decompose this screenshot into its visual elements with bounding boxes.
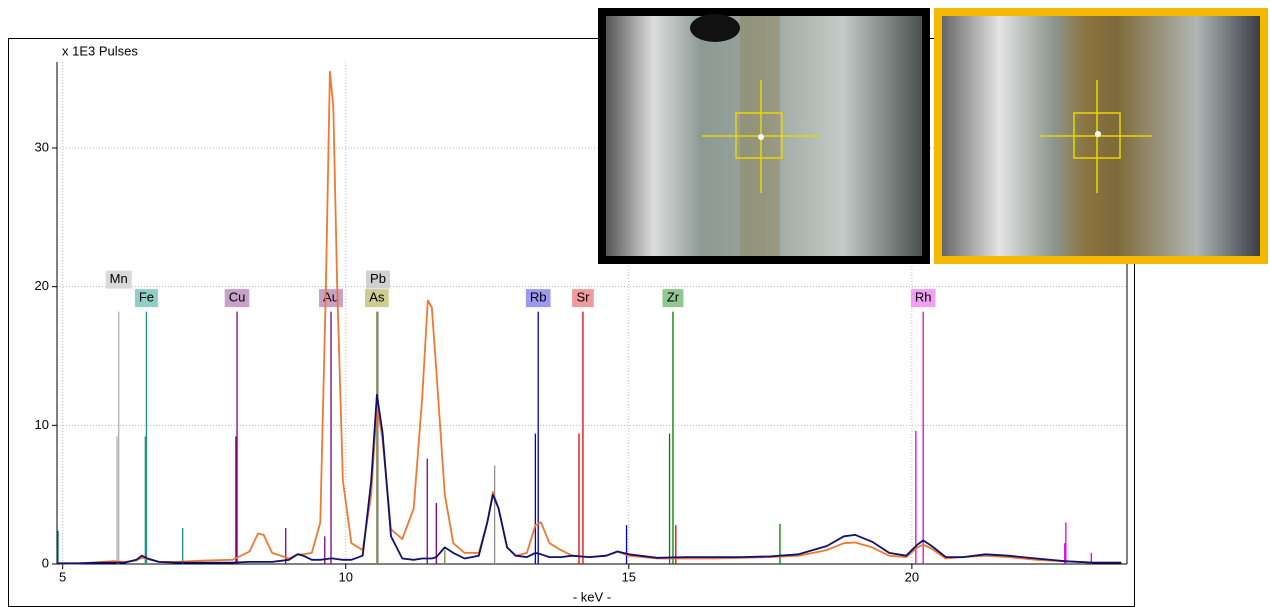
element-label: Sr bbox=[576, 290, 590, 305]
element-label: Rh bbox=[915, 290, 932, 305]
element-label: Zr bbox=[667, 290, 680, 305]
element-label-box bbox=[134, 289, 159, 308]
y-tick-label: 20 bbox=[35, 278, 49, 293]
y-tick-label: 30 bbox=[35, 139, 49, 154]
element-label: Pb bbox=[370, 271, 386, 286]
spectrum-line bbox=[57, 393, 1122, 565]
element-label-box bbox=[525, 289, 551, 308]
element-label: Cu bbox=[229, 290, 246, 305]
y-tick-label: 10 bbox=[35, 417, 49, 432]
x-axis-label: - keV - bbox=[573, 589, 611, 604]
x-tick-label: 10 bbox=[338, 569, 352, 584]
element-label: As bbox=[369, 290, 385, 305]
chart-title: x 1E3 Pulses bbox=[62, 43, 138, 58]
x-tick-label: 15 bbox=[622, 569, 636, 584]
element-label-box bbox=[572, 289, 594, 308]
element-label-box bbox=[910, 289, 936, 308]
spectrum-line bbox=[56, 70, 1122, 565]
element-label: Au bbox=[323, 290, 339, 305]
photo-left bbox=[598, 8, 930, 264]
element-label-box bbox=[224, 289, 250, 308]
element-label: Rb bbox=[530, 290, 547, 305]
element-label-box bbox=[365, 289, 389, 308]
element-label-box bbox=[105, 270, 132, 289]
element-label-box bbox=[662, 289, 684, 308]
element-label: Fe bbox=[139, 290, 154, 305]
photo-right bbox=[934, 8, 1268, 264]
plot-area: 0 10 20 30 5 10 15 20 Mn Fe Cu Au Pb As Rb Sr Zr Rh bbox=[35, 62, 1128, 584]
x-tick-label: 5 bbox=[59, 569, 66, 584]
element-label-box bbox=[366, 270, 390, 289]
element-label: Mn bbox=[110, 271, 128, 286]
x-tick-label: 20 bbox=[905, 569, 919, 584]
y-tick-label: 0 bbox=[42, 555, 49, 570]
